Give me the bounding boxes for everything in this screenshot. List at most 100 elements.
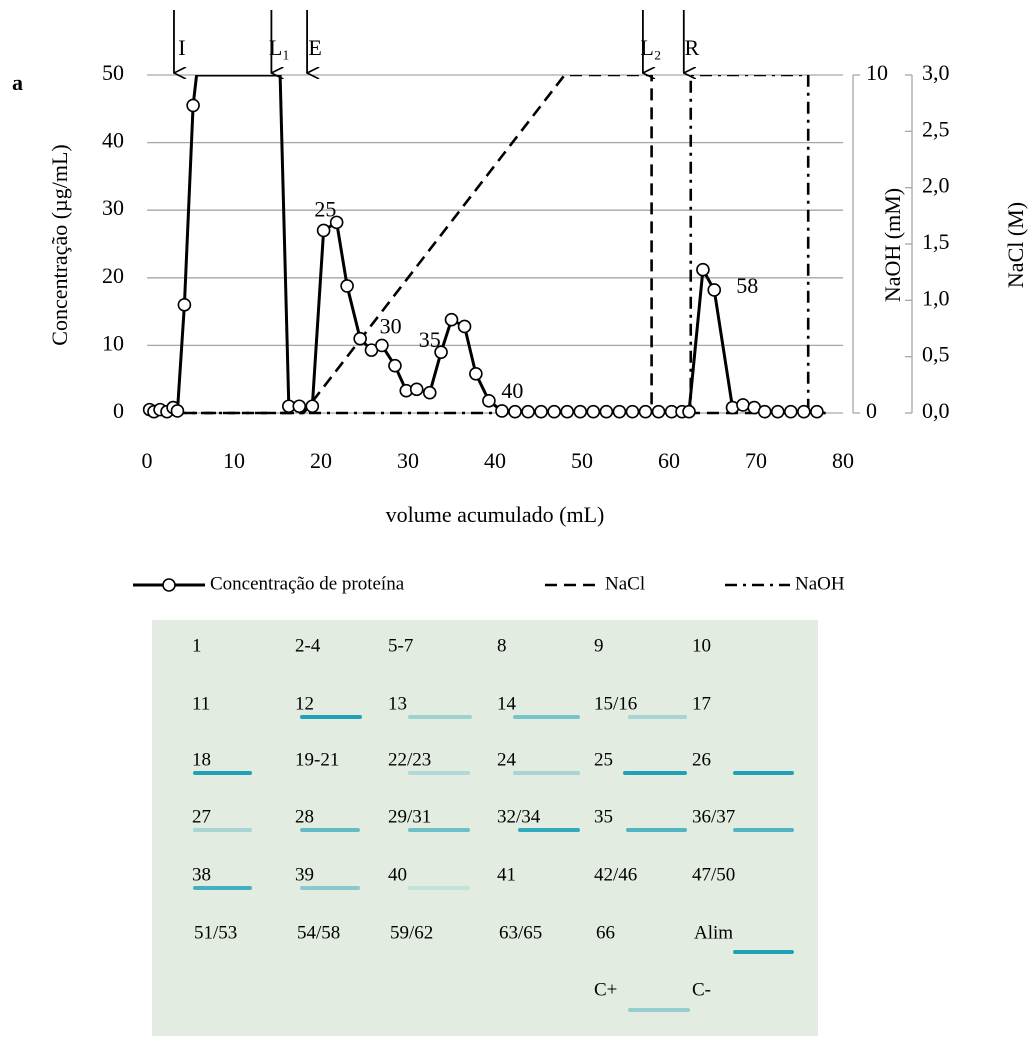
x-tick-label: 10 [223, 448, 245, 473]
data-point [388, 358, 402, 373]
data-point [353, 331, 367, 346]
blot-label: 24 [497, 749, 517, 770]
data-point [797, 404, 811, 419]
blot-label: 32/34 [497, 806, 541, 827]
x-tick-label: 70 [745, 448, 767, 473]
blot-label: 9 [594, 635, 604, 656]
y3-tick-label: 1,5 [922, 229, 950, 254]
blot-label: 66 [596, 922, 615, 943]
data-point [810, 404, 824, 419]
x-tick-label: 0 [142, 448, 153, 473]
series-line [147, 75, 826, 415]
panel-label: a [12, 70, 23, 95]
data-point [329, 215, 344, 230]
peak-label: 25 [314, 197, 336, 222]
data-point [457, 319, 472, 334]
y-tick-label: 50 [102, 60, 124, 85]
blot-label: 10 [692, 635, 711, 656]
data-point [707, 283, 722, 297]
data-point [292, 399, 307, 414]
blot-label: C- [692, 979, 711, 1000]
legend-label: NaOH [795, 573, 845, 594]
y-tick-label: 20 [102, 263, 124, 288]
peak-label: 58 [736, 273, 758, 298]
peak-label: 30 [380, 314, 402, 339]
blot-label: 15/16 [594, 693, 637, 714]
legend-label: Concentração de proteína [210, 573, 405, 594]
blot-label: 18 [192, 749, 211, 770]
data-point [482, 394, 496, 408]
data-point [495, 404, 509, 418]
data-point [186, 98, 200, 113]
y-axis-title: Concentração (µg/mL) [47, 144, 72, 345]
data-point [586, 404, 601, 419]
blot-label: 2-4 [295, 635, 321, 656]
y3-tick-label: 1,0 [922, 285, 950, 310]
y-tick-label: 40 [102, 128, 124, 153]
y3-axis-title: NaCl (M) [1003, 202, 1028, 288]
y2-tick-label: 10 [866, 60, 888, 85]
plot-area [147, 75, 826, 415]
blot-label: 1 [192, 635, 202, 656]
blot-label: 11 [192, 693, 210, 714]
data-point [599, 404, 614, 419]
data-point [508, 404, 522, 419]
blot-label: 42/46 [594, 864, 637, 885]
y2-axis-title: NaOH (mM) [880, 188, 905, 302]
y3-tick-label: 2,0 [922, 173, 950, 198]
blot-label: 40 [388, 864, 407, 885]
peak-label: 40 [501, 378, 523, 403]
x-tick-label: 50 [571, 448, 593, 473]
event-label: I [178, 35, 185, 60]
blot-label: Alim [694, 922, 733, 943]
event-label: E [308, 35, 321, 60]
blot-label: 22/23 [388, 749, 431, 770]
peak-label: 35 [419, 327, 441, 352]
data-point [736, 398, 750, 412]
x-tick-label: 60 [658, 448, 680, 473]
event-label: R [684, 35, 699, 60]
data-point [422, 385, 437, 400]
blot-label: 14 [497, 693, 517, 714]
x-tick-label: 40 [484, 448, 506, 473]
blot-label: 35 [594, 806, 613, 827]
blot-label: 38 [192, 864, 211, 885]
blot-label: 63/65 [499, 922, 542, 943]
data-point [651, 404, 666, 419]
x-axis-title: volume acumulado (mL) [386, 502, 605, 527]
data-point [444, 312, 459, 327]
event-label: L₂ [640, 35, 661, 60]
data-point [783, 404, 798, 419]
data-point [757, 404, 772, 419]
data-point [170, 404, 185, 418]
data-point [316, 223, 331, 238]
data-point [625, 404, 640, 419]
blot-label: 39 [295, 864, 314, 885]
blot-label: C+ [594, 979, 617, 1000]
y3-tick-label: 3,0 [922, 60, 950, 85]
y-tick-label: 30 [102, 195, 124, 220]
data-point [612, 404, 627, 419]
y3-tick-label: 2,5 [922, 116, 950, 141]
data-point [521, 404, 535, 419]
blot-label: 13 [388, 693, 407, 714]
data-point [638, 404, 653, 419]
blot-label: 17 [692, 693, 711, 714]
data-point [177, 298, 192, 312]
blot-label: 47/50 [692, 864, 735, 885]
data-point [340, 279, 354, 293]
blot-image [152, 620, 818, 1036]
data-point [547, 404, 561, 419]
blot-label: 29/31 [388, 806, 431, 827]
series-line [147, 75, 826, 415]
blot-label: 27 [192, 806, 211, 827]
y3-tick-label: 0,0 [922, 398, 950, 423]
data-point [469, 366, 483, 381]
x-tick-label: 80 [832, 448, 854, 473]
blot-label: 41 [497, 864, 516, 885]
x-tick-label: 30 [397, 448, 419, 473]
data-point [305, 399, 320, 414]
y-tick-label: 0 [113, 398, 124, 423]
blot-label: 54/58 [297, 922, 340, 943]
blot-label: 59/62 [390, 922, 433, 943]
